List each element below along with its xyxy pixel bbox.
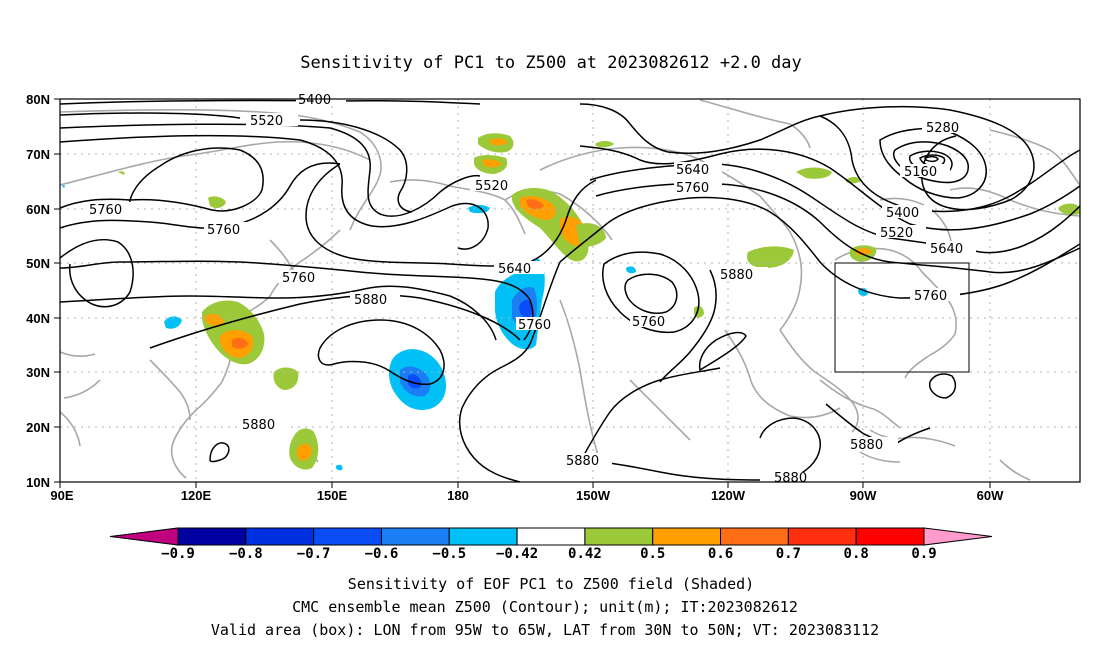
colorbar-label: 0.6	[708, 546, 733, 562]
longitude-ticks	[59, 482, 991, 488]
colorbar-label: 0.9	[911, 546, 936, 562]
lat-label: 60N	[26, 202, 50, 217]
colorbar-label: 0.5	[640, 546, 665, 562]
contour-label: 5520	[880, 226, 913, 241]
figure-title: Sensitivity of PC1 to Z500 at 2023082612…	[300, 53, 802, 73]
lon-label: 180	[447, 488, 469, 503]
lat-label: 70N	[26, 147, 50, 162]
contour-label: 5880	[850, 438, 883, 453]
lon-label: 120W	[711, 488, 746, 503]
latitude-labels: 80N 70N 60N 50N 40N 30N 20N 10N	[26, 92, 50, 490]
contour-label: 5880	[354, 293, 387, 308]
colorbar-label: 0.7	[776, 546, 801, 562]
contour-label: 5640	[676, 163, 709, 178]
contour-label: 5760	[914, 289, 947, 304]
colorbar-cell	[720, 527, 789, 546]
colorbar-cells	[109, 527, 993, 546]
lat-label: 10N	[26, 475, 50, 490]
colorbar-cell	[380, 527, 450, 546]
lat-label: 30N	[26, 365, 50, 380]
caption-valid-area: Valid area (box): LON from 95W to 65W, L…	[211, 621, 879, 639]
contour-label: 5880	[774, 471, 807, 486]
colorbar-cell	[245, 527, 315, 546]
contour-label: 5760	[518, 318, 551, 333]
contour-label: 5280	[926, 121, 959, 136]
contour-label: 5160	[904, 165, 937, 180]
valid-area-box	[834, 262, 970, 373]
contour-label: 5760	[89, 203, 122, 218]
colorbar-cell	[448, 527, 518, 546]
longitude-labels: 90E 120E 150E 180 150W 120W 90W 60W	[50, 488, 1004, 503]
contour-label: 5400	[298, 93, 331, 108]
lat-label: 50N	[26, 256, 50, 271]
colorbar-cell	[313, 527, 382, 546]
colorbar-arrow-low	[109, 527, 179, 546]
colorbar-label: −0.5	[432, 546, 466, 562]
lon-label: 60W	[977, 488, 1004, 503]
contour-label: 5520	[475, 179, 508, 194]
contour-label: 5400	[886, 206, 919, 221]
colorbar-cell	[855, 527, 925, 546]
contour-label: 5520	[250, 114, 283, 129]
map-panel: 5400 5520 5760 5760 5520 5640 5760 5280 …	[59, 93, 1081, 486]
lon-label: 150E	[317, 488, 348, 503]
colorbar-labels: −0.9 −0.8 −0.7 −0.6 −0.5 −0.42 0.42 0.5 0.6 0.7 0.…	[161, 546, 937, 562]
lon-label: 90E	[50, 488, 73, 503]
colorbar-cell	[177, 527, 247, 546]
lat-label: 40N	[26, 311, 50, 326]
lon-label: 90W	[850, 488, 877, 503]
colorbar-cell	[787, 527, 857, 546]
lon-label: 150W	[576, 488, 611, 503]
colorbar-cell	[516, 527, 586, 546]
contour-label: 5640	[498, 262, 531, 277]
colorbar-arrow-high	[923, 527, 993, 546]
colorbar: −0.9 −0.8 −0.7 −0.6 −0.5 −0.42 0.42 0.5 0.6 0.7 0.…	[109, 527, 993, 562]
contour-label: 5760	[282, 271, 315, 286]
contour-label: 5880	[242, 418, 275, 433]
contour-label: 5880	[566, 454, 599, 469]
latitude-axis	[54, 98, 60, 483]
colorbar-label: −0.9	[161, 546, 195, 562]
colorbar-cell	[584, 527, 654, 546]
contour-label: 5760	[632, 315, 665, 330]
colorbar-label: 0.42	[568, 546, 602, 562]
colorbar-cell	[652, 527, 722, 546]
lat-label: 20N	[26, 420, 50, 435]
caption-contour: CMC ensemble mean Z500 (Contour); unit(m…	[292, 598, 798, 616]
caption-shading: Sensitivity of EOF PC1 to Z500 field (Sh…	[348, 575, 754, 593]
contour-label: 5760	[207, 223, 240, 238]
lat-label: 80N	[26, 92, 50, 107]
colorbar-label: 0.8	[844, 546, 869, 562]
colorbar-label: −0.42	[496, 546, 538, 562]
colorbar-label: −0.6	[365, 546, 399, 562]
sensitivity-shading	[62, 133, 1080, 471]
colorbar-label: −0.7	[297, 546, 331, 562]
lon-label: 120E	[181, 488, 212, 503]
contour-label: 5880	[720, 268, 753, 283]
colorbar-label: −0.8	[229, 546, 263, 562]
contour-label: 5760	[676, 181, 709, 196]
contour-label: 5640	[930, 242, 963, 257]
